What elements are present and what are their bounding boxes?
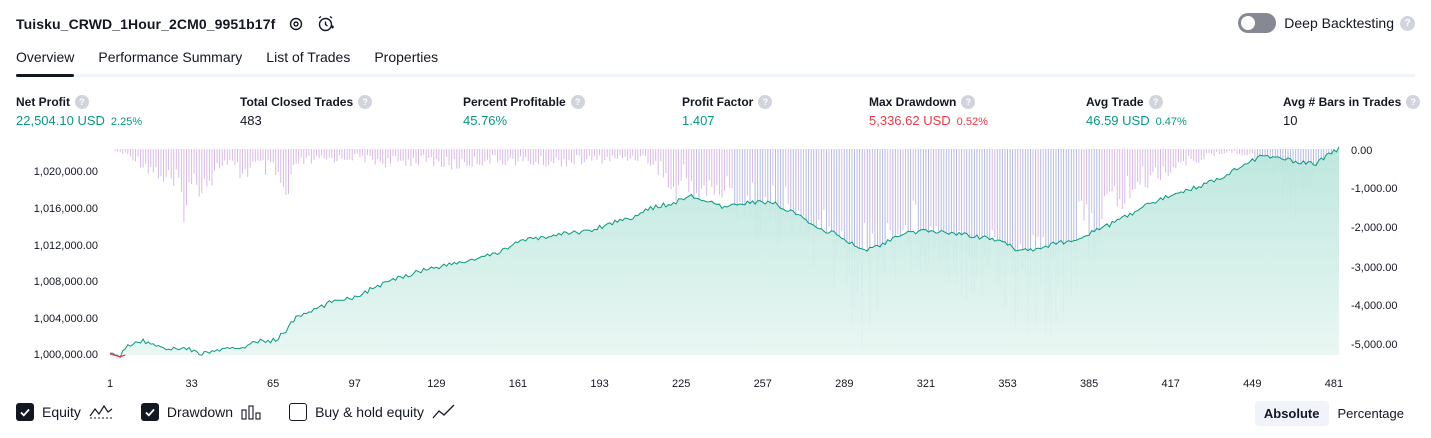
right-axis-tick-label: -5,000.00 <box>1351 339 1397 351</box>
drawdown-bars-icon <box>241 404 261 420</box>
x-axis-tick-label: 97 <box>349 378 361 390</box>
legend-drawdown[interactable]: Drawdown <box>140 403 261 421</box>
help-icon[interactable]: ? <box>1400 15 1415 31</box>
equity-drawdown-chart: 1,020,000.00 1,016,000.00 1,012,000.00 1,00… <box>34 145 1398 390</box>
x-axis-tick-label: 385 <box>1080 378 1098 390</box>
equity-loss-segment <box>109 353 126 358</box>
settings-icon[interactable] <box>287 15 305 33</box>
tab-overview[interactable]: Overview <box>16 44 75 77</box>
deep-backtesting-label: Deep Backtesting <box>1284 15 1394 31</box>
equity-area <box>110 146 1339 358</box>
metric-value: 483 <box>240 113 262 128</box>
metric-value: 22,504.10 USD <box>16 113 105 128</box>
tab-performance-summary[interactable]: Performance Summary <box>98 49 243 65</box>
left-axis-tick-label: 1,008,000.00 <box>34 276 98 288</box>
buy-hold-label: Buy & hold equity <box>315 404 425 420</box>
equity-label: Equity <box>42 404 81 420</box>
metric-label: Total Closed Trades <box>240 94 354 109</box>
absolute-button[interactable]: Absolute <box>1254 401 1329 426</box>
x-axis-tick-label: 257 <box>754 378 772 390</box>
metric-percent: 0.47% <box>1155 116 1187 128</box>
buy-hold-line-icon <box>432 404 456 420</box>
chart-legend: Equity Drawdown Buy & hold equity <box>16 403 484 421</box>
left-axis-tick-label: 1,012,000.00 <box>34 240 98 252</box>
metric-percent: 0.52% <box>956 116 988 128</box>
metric-value: 5,336.62 USD <box>869 113 951 128</box>
metric-label: Max Drawdown <box>869 94 957 109</box>
help-icon[interactable]: ? <box>961 94 976 109</box>
right-axis-tick-label: 0.00 <box>1351 145 1372 157</box>
scale-mode-switch: Absolute Percentage <box>1254 401 1413 426</box>
x-axis: 1 33 65 97 129 161 193 225 257 289 321 353 385 417 449… <box>107 378 1343 390</box>
metric-label: Profit Factor <box>682 94 754 109</box>
deep-backtesting: Deep Backtesting ? <box>1238 13 1415 33</box>
left-axis-tick-label: 1,000,000.00 <box>34 349 98 361</box>
help-icon[interactable]: ? <box>758 94 773 109</box>
x-axis-tick-label: 225 <box>672 378 690 390</box>
metric-label: Percent Profitable <box>463 94 566 109</box>
help-icon[interactable]: ? <box>75 94 89 109</box>
equity-line <box>110 146 1340 359</box>
metric-label: Avg Trade <box>1086 94 1144 109</box>
strategy-header: Tuisku_CRWD_1Hour_2CM0_9951b17f <box>16 13 335 35</box>
x-axis-tick-label: 289 <box>835 378 853 390</box>
metric-avg-trade: Avg Trade? 46.59 USD 0.47% <box>1086 94 1187 128</box>
x-axis-tick-label: 129 <box>427 378 445 390</box>
drawdown-label: Drawdown <box>166 404 234 420</box>
x-axis-tick-label: 33 <box>185 378 197 390</box>
right-axis: 0.00 -1,000.00 -2,000.00 -3,000.00 -4,000.00… <box>1351 145 1397 351</box>
report-tabs: Overview Performance Summary List of Tra… <box>16 44 1415 77</box>
x-axis-tick-label: 321 <box>917 378 935 390</box>
metric-avg-bars-in-trades: Avg # Bars in Trades? 10 <box>1283 94 1421 128</box>
x-axis-tick-label: 193 <box>590 378 608 390</box>
metric-value: 45.76% <box>463 113 508 128</box>
add-alert-icon[interactable] <box>317 15 335 33</box>
right-axis-tick-label: -1,000.00 <box>1351 183 1397 195</box>
right-axis-tick-label: -4,000.00 <box>1351 300 1397 312</box>
right-axis-tick-label: -2,000.00 <box>1351 222 1397 234</box>
tab-list-of-trades[interactable]: List of Trades <box>266 49 351 65</box>
metric-label: Avg # Bars in Trades <box>1283 94 1402 109</box>
metric-label: Net Profit <box>16 94 70 109</box>
right-axis-tick-label: -3,000.00 <box>1351 262 1397 274</box>
metric-net-profit: Net Profit? 22,504.10 USD 2.25% <box>16 94 142 128</box>
x-axis-tick-label: 353 <box>998 378 1016 390</box>
metric-max-drawdown: Max Drawdown? 5,336.62 USD 0.52% <box>869 94 988 128</box>
drawdown-checkbox[interactable] <box>140 403 159 421</box>
left-axis: 1,020,000.00 1,016,000.00 1,012,000.00 1,00… <box>34 166 98 361</box>
metric-value: 46.59 USD <box>1086 113 1150 128</box>
buy-hold-checkbox[interactable] <box>289 403 308 421</box>
help-icon[interactable]: ? <box>1406 94 1421 109</box>
metric-value: 10 <box>1283 113 1298 128</box>
x-axis-tick-label: 449 <box>1243 378 1261 390</box>
x-axis-tick-label: 65 <box>267 378 279 390</box>
deep-backtesting-toggle[interactable] <box>1238 13 1277 33</box>
metric-total-closed-trades: Total Closed Trades? 483 <box>240 94 373 128</box>
tab-properties[interactable]: Properties <box>374 49 439 65</box>
strategy-name: Tuisku_CRWD_1Hour_2CM0_9951b17f <box>16 16 276 32</box>
left-axis-tick-label: 1,020,000.00 <box>34 166 98 178</box>
x-axis-tick-label: 161 <box>509 378 527 390</box>
left-axis-tick-label: 1,004,000.00 <box>34 313 98 325</box>
legend-equity[interactable]: Equity <box>16 403 113 421</box>
x-axis-tick-label: 417 <box>1162 378 1180 390</box>
equity-line-icon <box>89 404 113 420</box>
metric-percent: 2.25% <box>110 116 143 128</box>
help-icon[interactable]: ? <box>570 94 585 109</box>
metric-percent-profitable: Percent Profitable? 45.76% <box>463 94 585 128</box>
metric-profit-factor: Profit Factor? 1.407 <box>682 94 773 128</box>
percentage-button[interactable]: Percentage <box>1337 406 1405 421</box>
legend-buy-hold[interactable]: Buy & hold equity <box>289 403 456 421</box>
x-axis-tick-label: 1 <box>107 378 113 390</box>
equity-checkbox[interactable] <box>16 403 34 421</box>
left-axis-tick-label: 1,016,000.00 <box>34 203 98 215</box>
help-icon[interactable]: ? <box>1148 94 1163 109</box>
metric-value: 1.407 <box>682 113 715 128</box>
x-axis-tick-label: 481 <box>1325 378 1343 390</box>
help-icon[interactable]: ? <box>358 94 373 109</box>
